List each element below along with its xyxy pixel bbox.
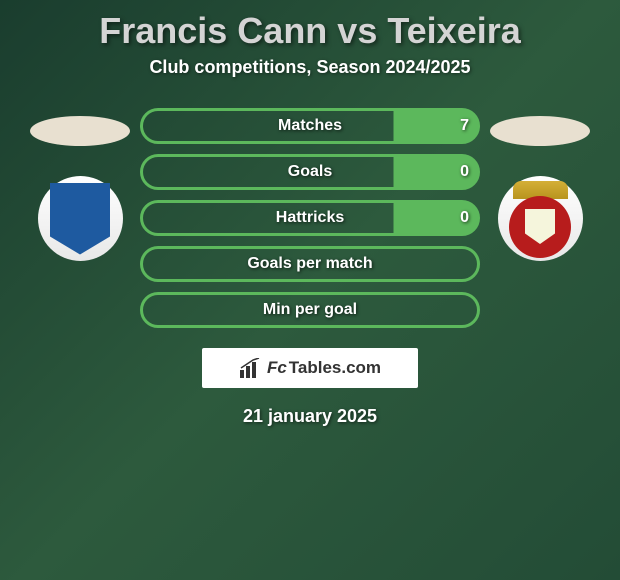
page-title: Francis Cann vs Teixeira: [10, 10, 610, 52]
right-club-badge: [498, 176, 583, 261]
right-club-column: [490, 116, 590, 261]
stat-value: 7: [460, 117, 469, 135]
comparison-area: Matches 7 Goals 0 Hattricks 0 Goals per …: [10, 108, 610, 328]
left-club-column: [30, 116, 130, 261]
brand-logo: FcTables.com: [202, 348, 418, 388]
brand-prefix: Fc: [267, 358, 287, 378]
stat-value: 0: [460, 209, 469, 227]
stat-row-goals-per-match: Goals per match: [140, 246, 480, 282]
footer-date: 21 january 2025: [10, 406, 610, 427]
stat-row-hattricks: Hattricks 0: [140, 200, 480, 236]
brand-suffix: Tables.com: [289, 358, 381, 378]
stat-label: Matches: [278, 117, 342, 135]
stat-value: 0: [460, 163, 469, 181]
stat-row-matches: Matches 7: [140, 108, 480, 144]
chart-icon: [239, 358, 261, 378]
stat-row-min-per-goal: Min per goal: [140, 292, 480, 328]
page-subtitle: Club competitions, Season 2024/2025: [10, 57, 610, 78]
stat-label: Min per goal: [263, 301, 357, 319]
stat-label: Hattricks: [276, 209, 344, 227]
left-player-photo: [30, 116, 130, 146]
stat-label: Goals: [288, 163, 332, 181]
right-player-photo: [490, 116, 590, 146]
stat-row-goals: Goals 0: [140, 154, 480, 190]
left-club-badge: [38, 176, 123, 261]
stats-list: Matches 7 Goals 0 Hattricks 0 Goals per …: [140, 108, 480, 328]
stat-label: Goals per match: [247, 255, 372, 273]
